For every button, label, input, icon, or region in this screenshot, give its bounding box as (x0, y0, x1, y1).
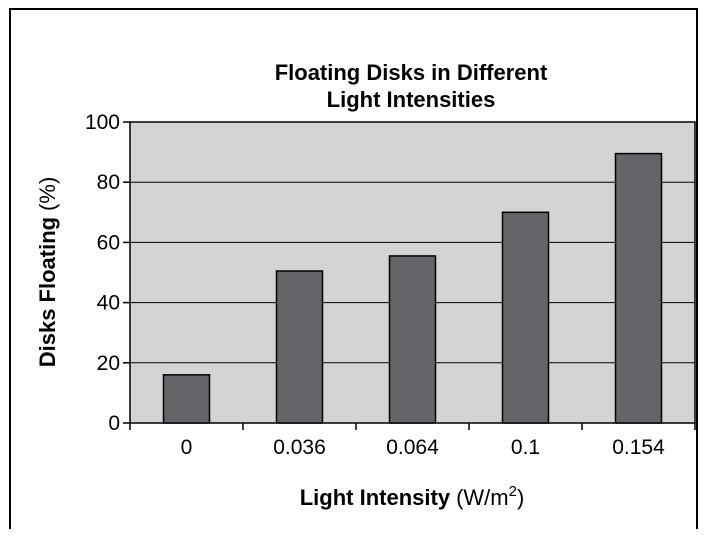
x-axis-label-unit-suffix: ) (517, 485, 524, 510)
y-axis-label-unit: (%) (35, 177, 60, 211)
bar-0.064 (388, 255, 437, 424)
bar-0.154 (614, 152, 663, 424)
x-axis-ticks: 0 0.036 0.064 0.1 0.154 (129, 423, 696, 459)
x-axis-label-unit-exp: 2 (509, 483, 517, 500)
y-axis-label: Disks Floating (%) (35, 177, 60, 368)
bar-0.1 (501, 211, 550, 424)
x-axis-label: Light Intensity (W/m2) (300, 483, 525, 510)
x-axis-label-unit-prefix: (W/m (456, 485, 509, 510)
y-tick-label: 20 (97, 352, 120, 375)
y-tick-label: 60 (97, 231, 120, 254)
x-axis-label-main: Light Intensity (300, 485, 451, 510)
chart-title-line1: Floating Disks in Different (275, 60, 548, 85)
y-tick-label: 80 (97, 171, 120, 194)
x-tick-label: 0.064 (386, 436, 439, 459)
chart-frame (9, 8, 698, 529)
x-tick-label: 0 (181, 436, 193, 459)
y-axis-label-main: Disks Floating (35, 217, 60, 367)
x-tick-label: 0.154 (612, 436, 665, 459)
x-tick-label: 0.036 (273, 436, 326, 459)
chart-title-line2: Light Intensities (327, 87, 496, 112)
y-tick-label: 0 (108, 412, 120, 435)
bar-0 (162, 374, 211, 424)
y-tick-label: 40 (97, 292, 120, 315)
y-tick-label: 100 (85, 111, 120, 134)
bar-0.036 (275, 270, 324, 424)
bars-group (162, 152, 663, 424)
x-tick-label: 0.1 (511, 436, 540, 459)
y-axis-ticks: 0 20 40 60 80 100 (85, 111, 130, 435)
